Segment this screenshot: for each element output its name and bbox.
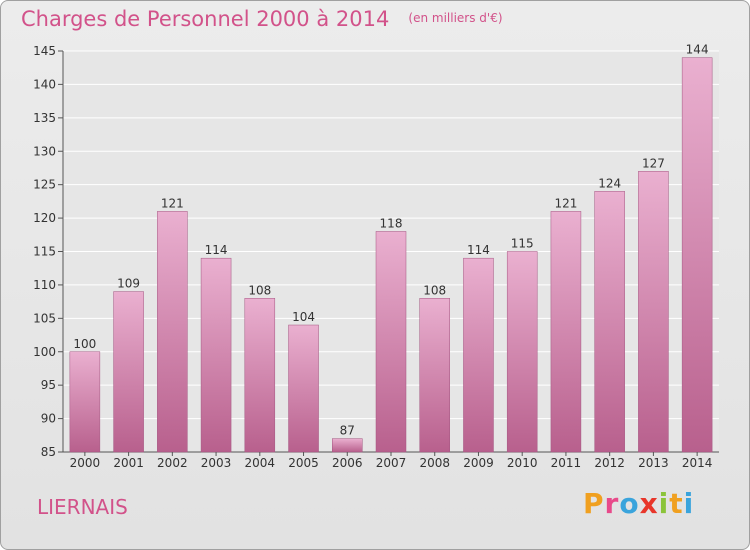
- x-tick-label-2004: 2004: [245, 456, 276, 470]
- logo-letter: r: [604, 487, 620, 520]
- data-label-2001: 109: [117, 277, 140, 291]
- bar-2014: [681, 57, 713, 453]
- y-tick-label-90: 90: [41, 412, 56, 426]
- bar-2010: [506, 251, 538, 453]
- data-label-2000: 100: [73, 337, 96, 351]
- x-tick-label-2001: 2001: [113, 456, 144, 470]
- data-label-2004: 108: [248, 283, 271, 297]
- logo-letter: i: [683, 487, 695, 520]
- y-tick-label-110: 110: [33, 278, 56, 292]
- y-tick-label-130: 130: [33, 144, 56, 158]
- bar-2004: [244, 298, 276, 453]
- y-tick-label-105: 105: [33, 311, 56, 325]
- y-tick-label-85: 85: [41, 445, 56, 459]
- y-tick-label-120: 120: [33, 211, 56, 225]
- data-label-2007: 118: [380, 216, 403, 230]
- y-tick-label-115: 115: [33, 245, 56, 259]
- y-tick-label-140: 140: [33, 77, 56, 91]
- data-label-2011: 121: [554, 196, 577, 210]
- logo-letter: i: [658, 487, 670, 520]
- chart-title: Charges de Personnel 2000 à 2014: [21, 7, 390, 31]
- x-tick-label-2014: 2014: [682, 456, 713, 470]
- bar-2000: [69, 351, 101, 453]
- data-label-2008: 108: [423, 283, 446, 297]
- bar-2006: [332, 438, 363, 453]
- x-tick-label-2013: 2013: [638, 456, 669, 470]
- bar-2013: [638, 171, 669, 453]
- bar-2008: [419, 298, 450, 453]
- x-tick-label-2002: 2002: [157, 456, 188, 470]
- y-tick-label-145: 145: [33, 44, 56, 58]
- data-label-2013: 127: [642, 156, 665, 170]
- y-tick-label-100: 100: [33, 345, 56, 359]
- town-name: LIERNAIS: [37, 495, 128, 519]
- data-label-2014: 144: [686, 43, 709, 57]
- x-tick-label-2012: 2012: [594, 456, 625, 470]
- data-label-2009: 114: [467, 243, 490, 257]
- y-tick-label-95: 95: [41, 378, 56, 392]
- bar-2003: [200, 257, 232, 453]
- proxiti-logo: Proxiti: [583, 487, 694, 520]
- x-tick-label-2008: 2008: [419, 456, 450, 470]
- data-label-2003: 114: [205, 243, 228, 257]
- bar-2001: [113, 291, 144, 453]
- x-tick-label-2010: 2010: [507, 456, 538, 470]
- logo-letter: x: [639, 487, 659, 520]
- x-tick-label-2007: 2007: [376, 456, 407, 470]
- x-tick-label-2000: 2000: [70, 456, 101, 470]
- bar-2002: [157, 211, 188, 453]
- x-tick-label-2009: 2009: [463, 456, 494, 470]
- y-tick-label-135: 135: [33, 111, 56, 125]
- x-tick-label-2006: 2006: [332, 456, 363, 470]
- data-label-2002: 121: [161, 196, 184, 210]
- x-tick-label-2005: 2005: [288, 456, 319, 470]
- logo-letter: P: [583, 487, 605, 520]
- bar-2009: [463, 257, 494, 453]
- logo-letter: o: [619, 487, 640, 520]
- bar-2005: [288, 324, 319, 453]
- data-label-2012: 124: [598, 176, 621, 190]
- chart-subtitle: (en milliers d'€): [408, 11, 503, 25]
- data-label-2005: 104: [292, 310, 315, 324]
- bar-2012: [594, 191, 625, 453]
- x-tick-label-2003: 2003: [201, 456, 232, 470]
- y-tick-label-125: 125: [33, 178, 56, 192]
- data-label-2010: 115: [511, 237, 534, 251]
- title-block: Charges de Personnel 2000 à 2014 (en mil…: [21, 7, 503, 31]
- logo-letter: t: [669, 487, 684, 520]
- bar-2011: [550, 211, 582, 453]
- x-tick-label-2011: 2011: [551, 456, 582, 470]
- data-label-2006: 87: [340, 424, 355, 438]
- bar-2007: [375, 231, 407, 453]
